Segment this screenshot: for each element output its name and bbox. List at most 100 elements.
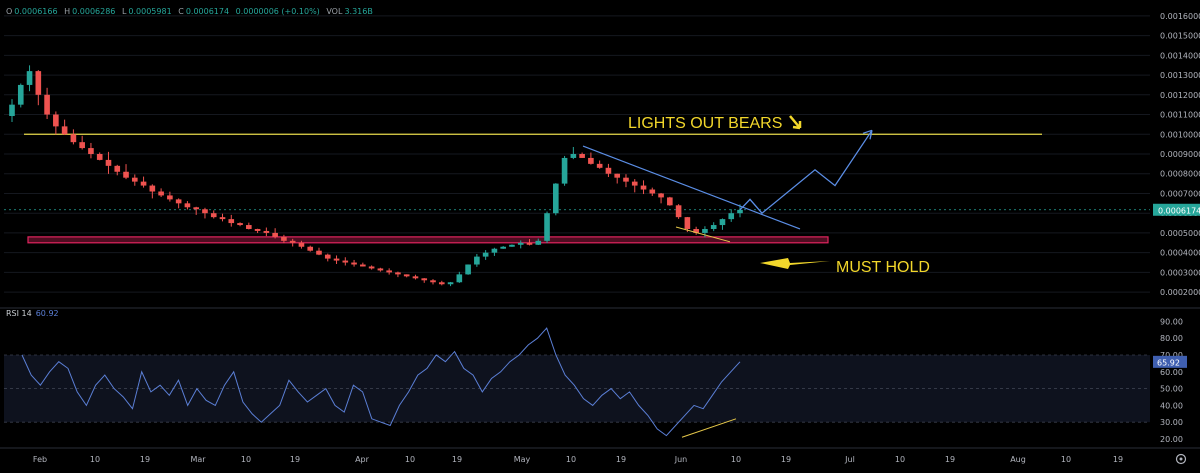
annotation-must-hold: MUST HOLD: [836, 259, 930, 276]
annotation-lights-out: LIGHTS OUT BEARS: [628, 115, 782, 132]
rsi-tick-label: 30.00: [1160, 418, 1183, 427]
price-tick-label: 0.0003000: [1160, 268, 1200, 277]
open-label: O: [6, 7, 13, 16]
candle-body: [421, 278, 428, 281]
time-tick-label: Feb: [33, 455, 47, 464]
candle-body: [596, 163, 603, 168]
price-tick-label: 0.0015000: [1160, 32, 1200, 41]
candle-body: [395, 272, 401, 275]
projection-arrowhead: [862, 129, 873, 140]
time-tick-label: 10: [566, 455, 576, 464]
candle-body: [324, 254, 331, 259]
candle-body: [631, 181, 638, 186]
candle-body: [316, 250, 322, 255]
candle-body: [96, 154, 103, 160]
candle-body: [289, 240, 296, 243]
rsi-tick-label: 20.00: [1160, 435, 1183, 444]
time-tick-label: 10: [895, 455, 905, 464]
price-tick-label: 0.0009000: [1160, 150, 1200, 159]
candle-body: [360, 264, 366, 267]
candle-body: [167, 195, 173, 200]
candle-body: [614, 173, 621, 178]
candle-body: [263, 230, 270, 233]
candle-body: [228, 219, 235, 224]
candle-body: [70, 134, 77, 143]
time-tick-label: 10: [90, 455, 100, 464]
rsi-tick-label: 80.00: [1160, 334, 1183, 343]
candle-body: [9, 104, 15, 117]
candle-body: [175, 199, 182, 204]
time-tick-label: 19: [452, 455, 462, 464]
candle-body: [658, 193, 664, 198]
candle-body: [254, 228, 261, 231]
candle-body: [307, 246, 314, 251]
candle-body: [570, 154, 577, 158]
candle-body: [623, 177, 629, 182]
candle-body: [131, 177, 138, 182]
price-tick-label: 0.0012000: [1160, 91, 1200, 100]
candle-body: [53, 114, 59, 127]
settings-icon[interactable]: [1175, 453, 1187, 465]
price-tick-label: 0.0016000: [1160, 12, 1200, 21]
rsi-tick-label: 40.00: [1160, 401, 1183, 410]
candle-body: [447, 282, 454, 285]
time-tick-label: Mar: [190, 455, 206, 464]
candle-body: [386, 270, 392, 273]
candle-body: [184, 203, 191, 208]
high-label: H: [64, 7, 71, 16]
time-tick-label: 19: [945, 455, 955, 464]
rsi-tick-label: 50.00: [1160, 385, 1183, 394]
low-value: 0.0005981: [128, 7, 172, 16]
projection-path: [739, 129, 873, 215]
candle-body: [79, 142, 85, 149]
candle-body: [26, 71, 33, 85]
time-tick-label: 19: [1113, 455, 1123, 464]
candle-body: [517, 242, 524, 245]
ohlc-legend: O 0.0006166 H 0.0006286 L 0.0005981 C 0.0006…: [6, 7, 377, 16]
candle-body: [526, 242, 533, 245]
time-tick-label: 10: [731, 455, 741, 464]
candle-body: [605, 167, 612, 174]
price-tick-label: 0.0007000: [1160, 189, 1200, 198]
time-tick-label: 10: [1061, 455, 1071, 464]
candle-body: [105, 159, 112, 166]
candle-body: [377, 268, 384, 271]
time-tick-label: 10: [405, 455, 415, 464]
last-price-badge: [1153, 203, 1200, 216]
time-tick-label: Jun: [674, 455, 688, 464]
time-tick-label: Apr: [355, 455, 370, 464]
candle-body: [482, 252, 489, 257]
candle-body: [44, 94, 50, 115]
rsi-value: 60.92: [35, 309, 59, 318]
candle-body: [728, 213, 735, 220]
candle-body: [588, 157, 594, 164]
settings-icon-ring: [1175, 453, 1187, 465]
rsi-tick-label: 60.00: [1160, 368, 1183, 377]
candle-body: [737, 209, 743, 214]
candle-body: [702, 228, 708, 233]
candle-body: [412, 276, 419, 279]
price-tick-label: 0.0005000: [1160, 229, 1200, 238]
price-tick-label: 0.0002000: [1160, 288, 1200, 297]
candle-body: [667, 197, 673, 206]
candle-body: [430, 280, 436, 283]
volume-label: VOL: [326, 7, 343, 16]
close-label: C: [178, 7, 184, 16]
candle-body: [17, 84, 24, 105]
candle-body: [158, 191, 164, 196]
open-value: 0.0006166: [14, 7, 58, 16]
settings-icon-center: [1179, 457, 1183, 461]
candle-body: [61, 126, 68, 135]
rsi-tick-label: 70.00: [1160, 351, 1183, 360]
volume-value: 3.316B: [344, 7, 373, 16]
candle-body: [210, 213, 217, 218]
candle-body: [351, 262, 357, 265]
candle-body: [561, 157, 568, 184]
candle-body: [272, 232, 278, 237]
time-tick-label: 19: [290, 455, 300, 464]
candle-body: [509, 244, 515, 247]
rsi-legend: RSI 14 60.92: [6, 309, 59, 318]
time-tick-label: Aug: [1010, 455, 1026, 464]
price-tick-label: 0.0011000: [1160, 111, 1200, 120]
